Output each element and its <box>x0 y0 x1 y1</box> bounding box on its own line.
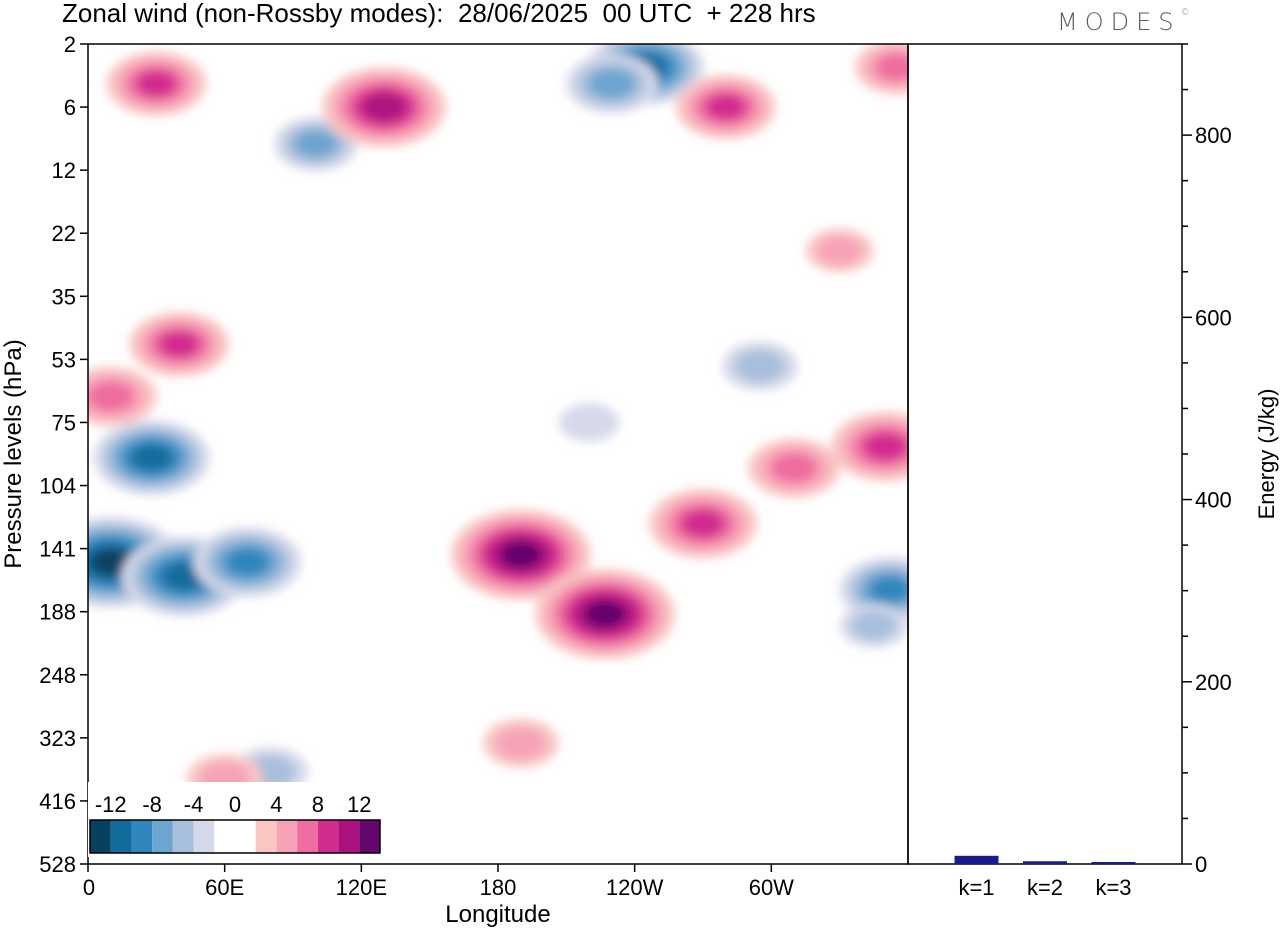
y-axis: 2 6 12 22 35 53 75 104 141 188 248 323 416 528 <box>39 32 88 877</box>
colorbar-swatch <box>214 820 256 853</box>
colorbar-swatch <box>297 820 318 853</box>
y-tick-label: 75 <box>52 410 76 435</box>
x-tick-label: 60E <box>205 875 244 900</box>
energy-bar-k=2 <box>1023 861 1067 864</box>
colorbar-swatch <box>193 820 215 853</box>
y-tick-label: 6 <box>64 95 76 120</box>
y-tick-label: 2 <box>64 32 76 57</box>
energy-plot-frame <box>907 43 1183 865</box>
x-tick-label: 120W <box>606 875 664 900</box>
colorbar-label: 0 <box>229 792 241 817</box>
anomaly-contour <box>88 381 134 412</box>
anomaly-contour <box>90 549 131 576</box>
y-tick-label: 141 <box>39 537 76 562</box>
logo-text: MODES <box>1057 8 1181 36</box>
anomaly-contour <box>225 548 270 577</box>
energy-tick-label: 600 <box>1195 305 1232 330</box>
anomaly-contour <box>851 611 897 641</box>
colorbar-swatch <box>172 820 194 853</box>
energy-bar-k=1 <box>954 855 999 864</box>
logo-mark: © <box>1180 8 1190 18</box>
anomaly-contour <box>585 601 626 628</box>
colorbar-frame <box>89 819 381 854</box>
colorbar-label: -12 <box>95 792 127 817</box>
colorbar-swatch <box>317 820 339 853</box>
y-tick-label: 35 <box>52 284 76 309</box>
anomaly-contour <box>875 53 908 81</box>
wind-anomaly-regions <box>88 44 908 803</box>
energy-category-label: k=2 <box>1027 875 1063 900</box>
anomaly-contour <box>588 68 635 99</box>
anomaly-contour <box>681 509 725 538</box>
y-axis-label: Pressure levels (hPa) <box>0 339 27 568</box>
energy-category-label: k=3 <box>1095 875 1131 900</box>
energy-tick-label: 0 <box>1195 852 1207 877</box>
colorbar-label: 8 <box>312 792 324 817</box>
colorbar-swatch <box>276 820 298 853</box>
y-tick-label: 22 <box>52 221 76 246</box>
energy-tick-label: 800 <box>1195 123 1232 148</box>
anomaly-contour <box>559 403 620 442</box>
energy-axis-label: Energy (J/kg) <box>1254 389 1279 520</box>
anomaly-contour <box>159 331 200 358</box>
energy-panel: 0 200 400 600 800 k=1 k=2 k=3 <box>954 43 1232 900</box>
colorbar-swatch <box>90 820 111 853</box>
modes-logo: MODES© <box>1057 8 1189 36</box>
colorbar-label: 4 <box>270 792 282 817</box>
x-axis-label: Longitude <box>445 901 550 928</box>
chart-title: Zonal wind (non-Rossby modes): 28/06/202… <box>62 0 816 28</box>
anomaly-contour <box>869 576 908 603</box>
energy-category-label: k=1 <box>958 875 994 900</box>
colorbar-swatch <box>152 820 173 853</box>
y-tick-label: 248 <box>39 663 76 688</box>
energy-bar-k=3 <box>1091 862 1136 864</box>
energy-tick-label: 200 <box>1195 670 1232 695</box>
energy-tick-label: 400 <box>1195 488 1232 513</box>
x-tick-label: 120E <box>336 875 387 900</box>
colorbar-label: 12 <box>347 792 371 817</box>
colorbar-swatch <box>359 820 380 853</box>
x-tick-label: 0 <box>83 875 95 900</box>
anomaly-contour <box>495 726 547 760</box>
anomaly-contour <box>817 236 863 266</box>
wind-field <box>88 44 908 803</box>
anomaly-contour <box>771 453 818 483</box>
anomaly-contour <box>163 562 205 590</box>
anomaly-contour <box>136 70 177 97</box>
colorbar-swatch <box>338 820 360 853</box>
anomaly-contour <box>363 93 405 121</box>
y-tick-label: 53 <box>52 347 76 372</box>
x-axis: 0 60E 120E 180 120W 60W <box>83 864 794 900</box>
anomaly-contour <box>500 541 541 568</box>
colorbar-swatch <box>131 820 153 853</box>
y-tick-label: 416 <box>39 789 76 814</box>
colorbar-label: -8 <box>142 792 162 817</box>
y-tick-label: 104 <box>39 474 76 499</box>
colorbar-swatch <box>255 820 277 853</box>
y-tick-label: 323 <box>39 726 76 751</box>
anomaly-contour <box>863 432 907 461</box>
y-tick-label: 12 <box>52 158 76 183</box>
colorbar: -12 -8 -4 0 4 8 12 <box>88 782 382 857</box>
colorbar-swatch <box>110 820 132 853</box>
anomaly-contour <box>705 94 746 120</box>
y-tick-label: 188 <box>39 600 76 625</box>
anomaly-contour <box>734 349 786 383</box>
x-tick-label: 60W <box>749 875 794 900</box>
anomaly-contour <box>132 445 172 471</box>
x-tick-label: 180 <box>480 875 517 900</box>
y-tick-label: 528 <box>39 852 76 877</box>
anomaly-contour <box>294 130 337 158</box>
colorbar-label: -4 <box>184 792 204 817</box>
